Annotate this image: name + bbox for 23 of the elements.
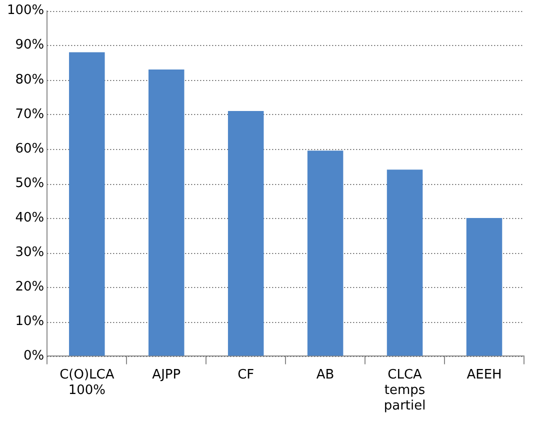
x-tick-label: AB <box>316 367 334 382</box>
y-tick-label: 10% <box>15 314 44 330</box>
y-tick-label: 90% <box>15 38 44 53</box>
x-tick-label: C(O)LCA 100% <box>60 367 114 398</box>
y-tick-label: 40% <box>15 210 44 226</box>
x-tick-label: CLCA temps partiel <box>384 367 426 414</box>
bar <box>148 70 184 356</box>
y-tick-label: 20% <box>15 279 44 294</box>
bar <box>228 110 264 356</box>
y-tick-label: 80% <box>15 72 44 88</box>
x-tick-label: CF <box>238 367 254 382</box>
y-tick-label: 0% <box>24 348 44 364</box>
y-tick-label: 100% <box>6 3 44 18</box>
y-tick-label: 50% <box>15 176 44 191</box>
bar <box>386 170 423 356</box>
bar <box>466 218 502 356</box>
y-tick-label: 30% <box>15 244 44 260</box>
bar <box>69 52 105 356</box>
y-tick-label: 70% <box>15 106 44 122</box>
x-tick-label: AJPP <box>152 367 181 382</box>
x-tick-label: AEEH <box>466 367 502 382</box>
bar <box>307 150 344 356</box>
y-tick-label: 60% <box>15 141 44 156</box>
